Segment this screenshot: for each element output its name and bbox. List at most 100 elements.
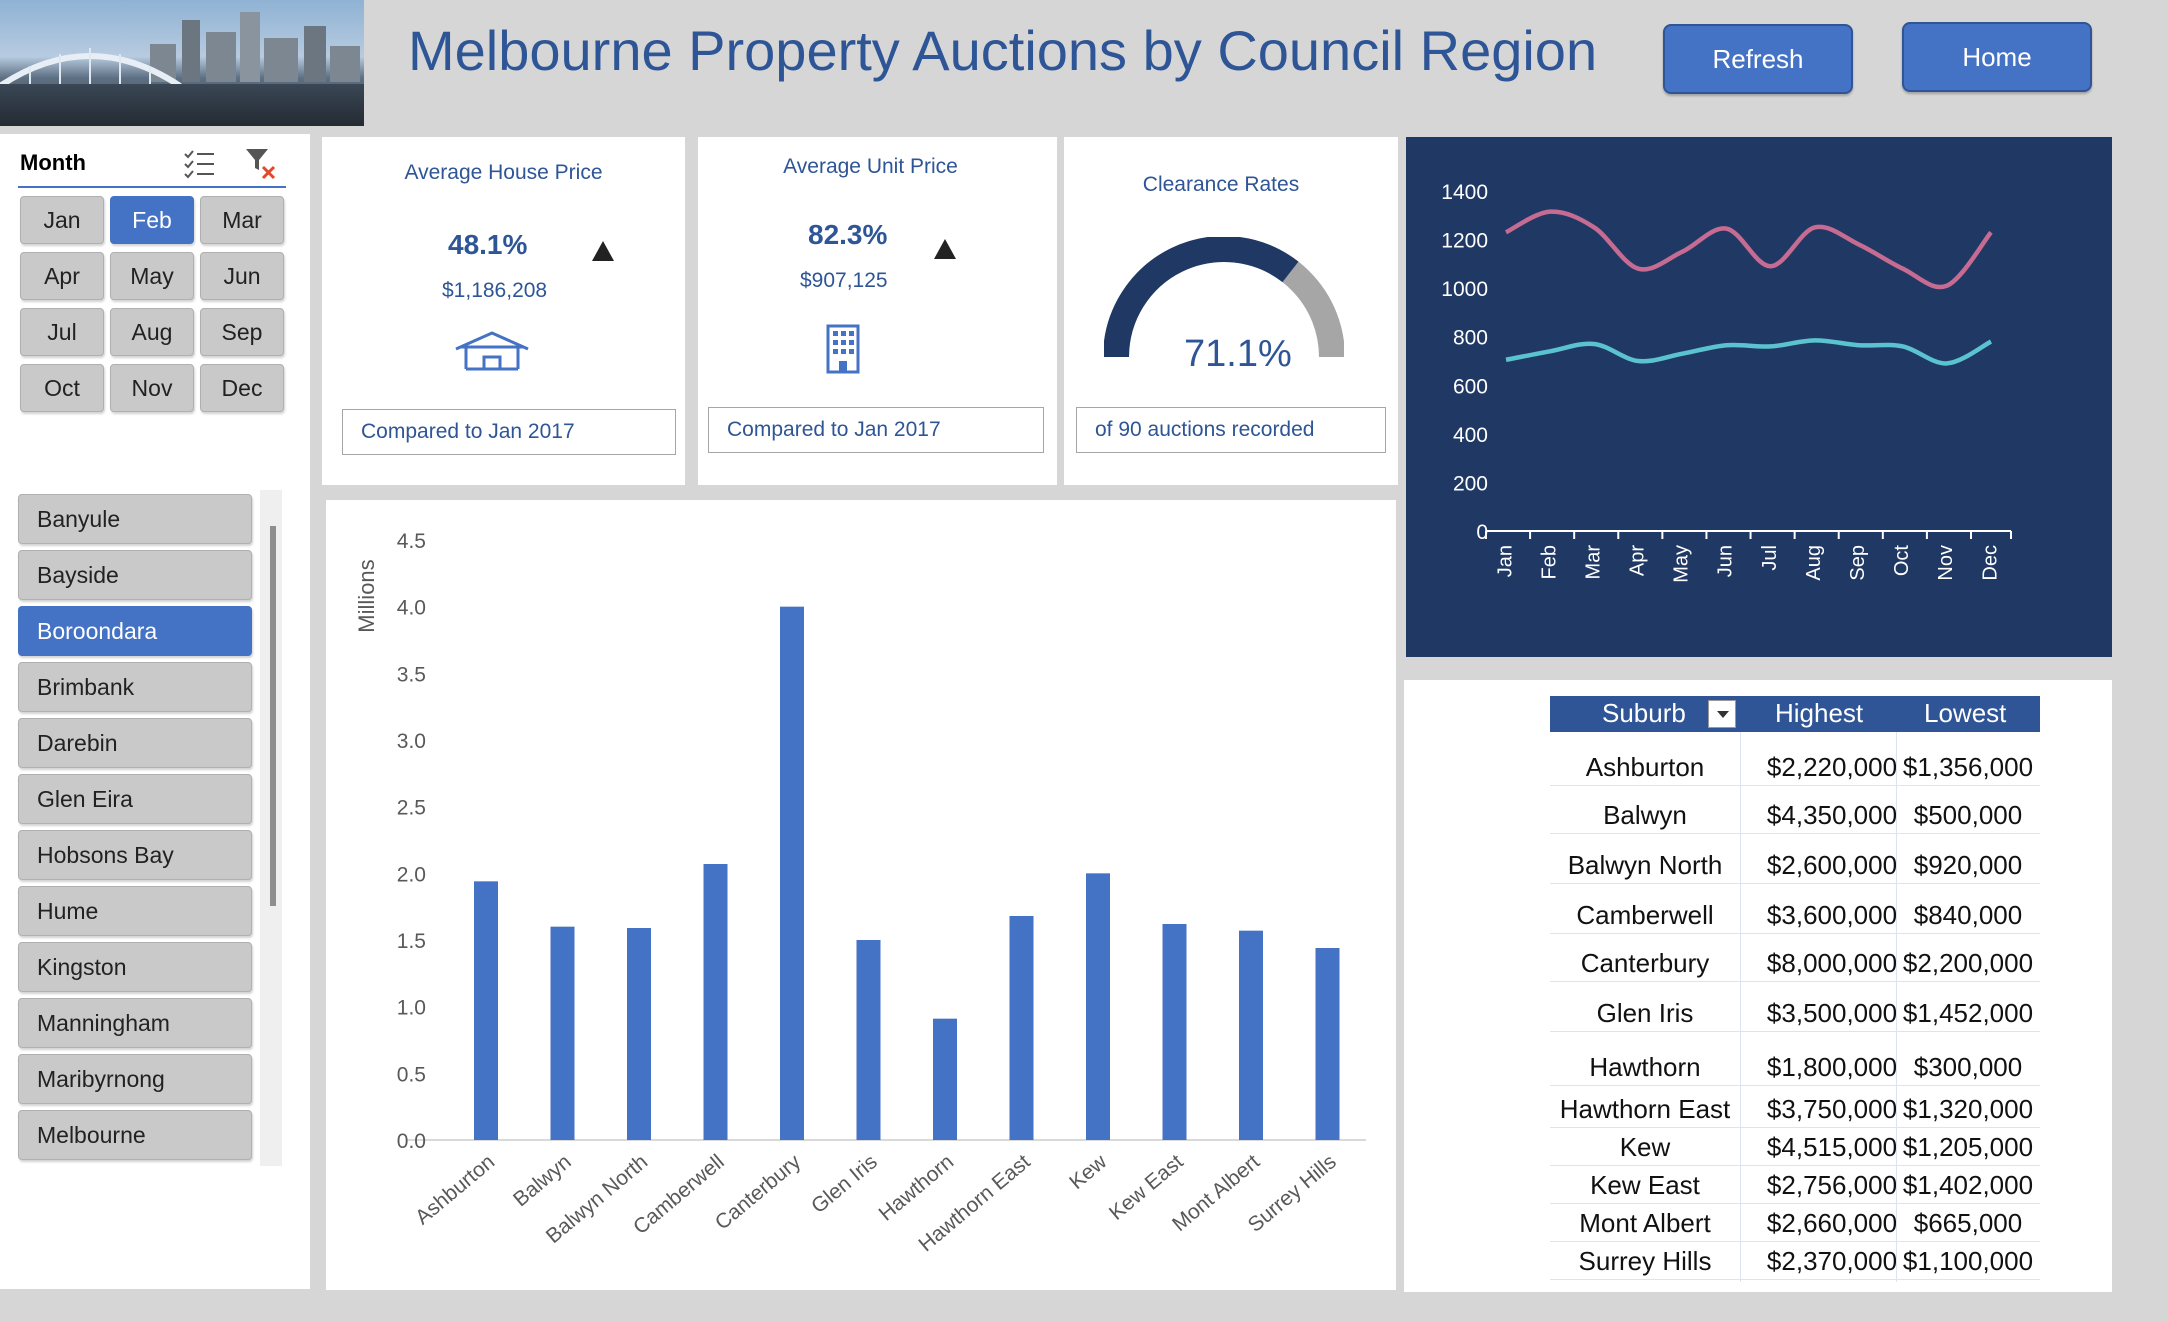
house-price-card: Average House Price 48.1% $1,186,208 Com… [322, 137, 685, 485]
suburb-cell: Ashburton [1585, 752, 1705, 782]
y-tick-label: 3.0 [397, 730, 426, 753]
bar [1009, 916, 1034, 1140]
y-tick-label: 4.0 [397, 597, 426, 620]
council-kingston-button[interactable]: Kingston [18, 942, 252, 992]
y-tick-label: 1400 [1441, 181, 1488, 204]
column-divider [1896, 732, 1897, 1282]
header-highest: Highest [1775, 698, 1864, 728]
multi-select-icon[interactable] [182, 146, 216, 180]
highest-cell: $4,515,000 [1766, 1132, 1898, 1162]
council-hume-button[interactable]: Hume [18, 886, 252, 936]
house-price-change: 48.1% [448, 229, 528, 260]
council-boroondara-button[interactable]: Boroondara [18, 606, 252, 656]
lowest-cell: $1,320,000 [1902, 1094, 2034, 1124]
clearance-title: Clearance Rates [1142, 173, 1300, 196]
highest-cell: $3,500,000 [1766, 998, 1898, 1028]
month-aug-button[interactable]: Aug [110, 308, 194, 356]
x-tick-label: Feb [1538, 545, 1560, 579]
clear-filter-icon[interactable] [244, 146, 278, 180]
page-title: Melbourne Property Auctions by Council R… [408, 19, 1598, 82]
y-tick-label: 600 [1453, 375, 1488, 398]
suburb-cell: Kew [1619, 1132, 1671, 1162]
house-price-title: Average House Price [404, 161, 603, 184]
table-row: Surrey Hills $2,370,000 $1,100,000 [1550, 1244, 2040, 1280]
month-dec-button[interactable]: Dec [200, 364, 284, 412]
suburb-cell: Kew East [1590, 1170, 1700, 1200]
council-banyule-button[interactable]: Banyule [18, 494, 252, 544]
month-jan-button[interactable]: Jan [20, 196, 104, 244]
y-tick-label: 2.5 [397, 797, 426, 820]
month-jun-button[interactable]: Jun [200, 252, 284, 300]
house-compare-label: Compared to Jan 2017 [342, 409, 676, 455]
y-tick-label: 2.0 [397, 863, 426, 886]
lowest-cell: $1,452,000 [1902, 998, 2034, 1028]
x-tick-label: Apr [1627, 545, 1649, 576]
council-scrollbar-thumb[interactable] [270, 526, 276, 906]
x-tick-label: Oct [1891, 545, 1913, 577]
line-chart-svg: 0 200 400 600 800 1000 1200 1400 Jan Feb Mar Apr May… [1441, 181, 2012, 583]
y-tick-label: 400 [1453, 424, 1488, 447]
bar [780, 606, 804, 1140]
unit-price-title: Average Unit Price [783, 155, 958, 178]
highest-cell: $3,750,000 [1766, 1094, 1898, 1124]
x-tick-label: Ashburton [411, 1150, 499, 1229]
council-maribyrnong-button[interactable]: Maribyrnong [18, 1054, 252, 1104]
table-row: Canterbury $8,000,000 $2,200,000 [1550, 936, 2040, 982]
suburb-cell: Balwyn North [1567, 850, 1723, 880]
table-row: Camberwell $3,600,000 $840,000 [1550, 888, 2040, 934]
highest-cell: $3,600,000 [1766, 900, 1898, 930]
highest-cell: $2,220,000 [1766, 752, 1898, 782]
month-apr-button[interactable]: Apr [20, 252, 104, 300]
table-row: Glen Iris $3,500,000 $1,452,000 [1550, 986, 2040, 1032]
council-brimbank-button[interactable]: Brimbank [18, 662, 252, 712]
council-bayside-button[interactable]: Bayside [18, 550, 252, 600]
council-melbourne-button[interactable]: Melbourne [18, 1110, 252, 1160]
x-tick-label: Dec [1979, 545, 2001, 581]
x-tick-label: Balwyn [509, 1150, 576, 1211]
lowest-cell: $1,356,000 [1902, 752, 2034, 782]
x-tick-label: Canterbury [711, 1150, 806, 1235]
x-tick-label: Aug [1803, 545, 1825, 581]
series-1-line [1504, 209, 1993, 290]
highest-cell: $1,800,000 [1766, 1052, 1898, 1082]
highest-cell: $2,370,000 [1766, 1246, 1898, 1276]
unit-price-card: Average Unit Price 82.3% $907,125 Compar… [698, 137, 1057, 485]
apartment-building-icon [826, 324, 860, 374]
lowest-cell: $840,000 [1913, 900, 2023, 930]
council-hobsons-bay-button[interactable]: Hobsons Bay [18, 830, 252, 880]
up-arrow-icon [592, 241, 614, 261]
month-sep-button[interactable]: Sep [200, 308, 284, 356]
home-button[interactable]: Home [1902, 22, 2092, 92]
x-tick-label: Sep [1847, 545, 1869, 581]
council-manningham-button[interactable]: Manningham [18, 998, 252, 1048]
refresh-button[interactable]: Refresh [1663, 24, 1853, 94]
series-2-line [1505, 338, 1993, 366]
x-tick-label: Glen Iris [807, 1150, 882, 1218]
filter-dropdown-icon[interactable] [1708, 700, 1736, 728]
header-suburb: Suburb [1602, 698, 1686, 728]
suburb-cell: Canterbury [1580, 948, 1710, 978]
table-row: Kew East $2,756,000 $1,402,000 [1550, 1168, 2040, 1204]
clearance-rate-card: Clearance Rates 71.1% of 90 auctions rec… [1064, 137, 1398, 485]
month-mar-button[interactable]: Mar [200, 196, 284, 244]
council-darebin-button[interactable]: Darebin [18, 718, 252, 768]
suburb-cell: Balwyn [1603, 800, 1687, 830]
header-lowest: Lowest [1924, 698, 2007, 728]
month-feb-button[interactable]: Feb [110, 196, 194, 244]
lowest-cell: $1,402,000 [1902, 1170, 2034, 1200]
council-glen-eira-button[interactable]: Glen Eira [18, 774, 252, 824]
bar [550, 926, 575, 1140]
clearance-note: of 90 auctions recorded [1076, 407, 1386, 453]
month-jul-button[interactable]: Jul [20, 308, 104, 356]
table-row: Balwyn $4,350,000 $500,000 [1550, 790, 2040, 834]
x-tick-label: Jan [1494, 545, 1516, 577]
month-may-button[interactable]: May [110, 252, 194, 300]
lowest-cell: $1,100,000 [1902, 1246, 2034, 1276]
month-oct-button[interactable]: Oct [20, 364, 104, 412]
y-tick-label: 1000 [1441, 278, 1488, 301]
table-row: Hawthorn $1,800,000 $300,000 [1550, 1036, 2040, 1086]
y-tick-label: 1200 [1441, 230, 1488, 253]
highest-cell: $2,660,000 [1766, 1208, 1898, 1238]
month-nov-button[interactable]: Nov [110, 364, 194, 412]
y-tick-label: 4.5 [397, 530, 426, 553]
